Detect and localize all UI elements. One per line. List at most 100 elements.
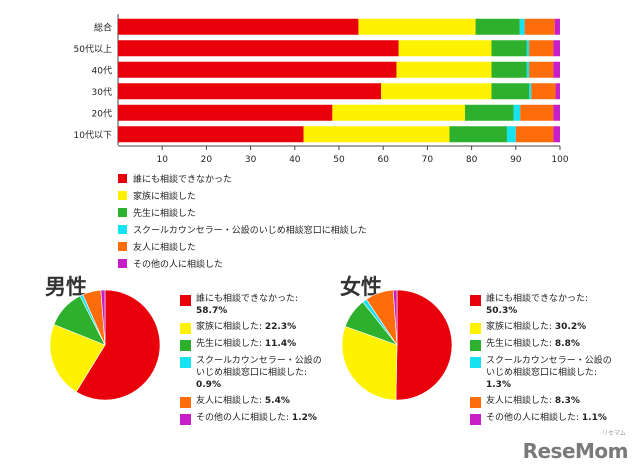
pie-slice-label: 先生に相談した: [196, 339, 265, 349]
pie-legend-text: スクールカウンセラー・公設のいじめ相談窓口に相談した: 1.3% [486, 355, 620, 391]
pie-legend-item: 誰にも相談できなかった: 50.3% [470, 293, 620, 317]
female-pie-chart [341, 289, 453, 401]
pie-slice-value: 1.3% [486, 380, 511, 390]
legend-item: 先生に相談した [118, 204, 418, 220]
bar-segment [506, 126, 516, 143]
pie-legend-text: 友人に相談した: 5.4% [196, 395, 290, 407]
bar-segment [526, 61, 530, 78]
logo-subtext: リセマム [601, 430, 626, 437]
pie-slice-label: その他の人に相談した: [486, 413, 582, 423]
x-tick-label: 70 [422, 155, 434, 165]
bar-segment [520, 104, 554, 121]
bar-segment [118, 40, 399, 57]
resemom-logo: ReseMom [522, 439, 629, 463]
bar-segment [303, 126, 450, 143]
pie-slice-label: 家族に相談した: [486, 322, 555, 332]
x-tick-label: 90 [510, 155, 522, 165]
pie-legend-item: その他の人に相談した: 1.2% [180, 412, 330, 425]
pie-legend-swatch [470, 414, 481, 425]
x-tick-label: 20 [201, 155, 213, 165]
bar-segment [380, 83, 492, 100]
x-tick-label: 80 [466, 155, 478, 165]
bar-segment [118, 18, 359, 35]
x-tick-label: 100 [551, 155, 568, 165]
pie-legend-text: 友人に相談した: 8.3% [486, 395, 580, 407]
category-label: 40代 [92, 65, 112, 76]
pie-slice-label: スクールカウンセラー・公設のいじめ相談窓口に相談した: [486, 356, 612, 378]
legend-swatch [118, 190, 127, 200]
bar-segment [464, 104, 514, 121]
pie-legend-swatch [180, 414, 191, 425]
pie-legend-swatch [470, 340, 481, 351]
bar-segment [553, 126, 560, 143]
pie-legend-swatch [180, 357, 191, 368]
pie-slice-value: 0.9% [196, 380, 221, 390]
bar-segment [449, 126, 507, 143]
pie-slice-label: 友人に相談した: [196, 396, 265, 406]
legend-label: 誰にも相談できなかった [133, 174, 233, 185]
x-tick-label: 30 [245, 155, 257, 165]
pie-legend-text: その他の人に相談した: 1.1% [486, 412, 607, 424]
pie-legend-text: その他の人に相談した: 1.2% [196, 412, 317, 424]
bar-segment [519, 18, 525, 35]
pie-slice-value: 1.2% [291, 413, 317, 423]
bar-segment [513, 104, 521, 121]
bar-segment [358, 18, 476, 35]
legend-swatch [118, 207, 127, 217]
bar-segment [475, 18, 520, 35]
legend-swatch [118, 173, 127, 183]
bar-segment [396, 61, 492, 78]
bar-segment [553, 104, 560, 121]
pie-legend-swatch [180, 397, 191, 408]
bar-segment [118, 61, 397, 78]
bar-segment [398, 40, 492, 57]
pie-legend-item: 家族に相談した: 30.2% [470, 321, 620, 334]
pie-legend-text: 先生に相談した: 8.8% [486, 338, 580, 350]
bar-segment [553, 40, 560, 57]
male-pie-chart [49, 289, 161, 401]
legend-swatch [118, 258, 127, 268]
x-tick-label: 40 [289, 155, 301, 165]
pie-legend-text: 先生に相談した: 11.4% [196, 338, 296, 350]
pie-slice [75, 289, 161, 401]
legend-label: スクールカウンセラー・公設のいじめ相談窓口に相談した [133, 225, 367, 236]
male-pie-title: 男性 [45, 275, 87, 299]
pie-slice-value: 30.2% [554, 322, 587, 332]
pie-slice-value: 22.3% [264, 322, 297, 332]
bar-segment [529, 61, 554, 78]
pie-slice [341, 325, 398, 401]
bar-segment [555, 83, 560, 100]
bar-segment [554, 18, 560, 35]
pie-slice [395, 289, 453, 401]
pie-legend-text: 家族に相談した: 22.3% [196, 321, 296, 333]
legend-label: 先生に相談した [133, 208, 197, 219]
pie-legend-item: 先生に相談した: 11.4% [180, 338, 330, 351]
bar-segment [526, 40, 530, 57]
category-label: 総合 [94, 21, 112, 33]
pie-legend-swatch [470, 397, 481, 408]
pie-slice-label: 誰にも相談できなかった: [196, 294, 299, 304]
bar-segment [118, 83, 381, 100]
pie-slice-value: 5.4% [264, 396, 290, 406]
pie-slice-label: 家族に相談した: [196, 322, 265, 332]
pie-legend-swatch [180, 340, 191, 351]
pie-legend-swatch [470, 357, 481, 368]
pie-slice-value: 8.3% [554, 396, 580, 406]
pie-slice [100, 289, 106, 346]
bar-segment [529, 83, 532, 100]
pie-legend-item: スクールカウンセラー・公設のいじめ相談窓口に相談した: 0.9% [180, 355, 330, 391]
legend-label: その他の人に相談した [133, 259, 224, 270]
pie-legend-text: 誰にも相談できなかった: 58.7% [196, 293, 330, 317]
male-pie-legend: 誰にも相談できなかった: 58.7% 家族に相談した: 22.3% 先生に相談した:… [180, 293, 330, 429]
legend-label: 友人に相談した [133, 242, 197, 253]
pie-legend-item: スクールカウンセラー・公設のいじめ相談窓口に相談した: 1.3% [470, 355, 620, 391]
pie-legend-item: 先生に相談した: 8.8% [470, 338, 620, 351]
legend-item: その他の人に相談した [118, 255, 418, 271]
pie-slice-value: 58.7% [196, 306, 228, 316]
bar-segment [491, 83, 530, 100]
bar-segment [553, 61, 560, 78]
pie-slice-label: スクールカウンセラー・公設のいじめ相談窓口に相談した: [196, 356, 322, 378]
legend-label: 家族に相談した [133, 191, 197, 202]
pie-legend-text: 家族に相談した: 30.2% [486, 321, 586, 333]
